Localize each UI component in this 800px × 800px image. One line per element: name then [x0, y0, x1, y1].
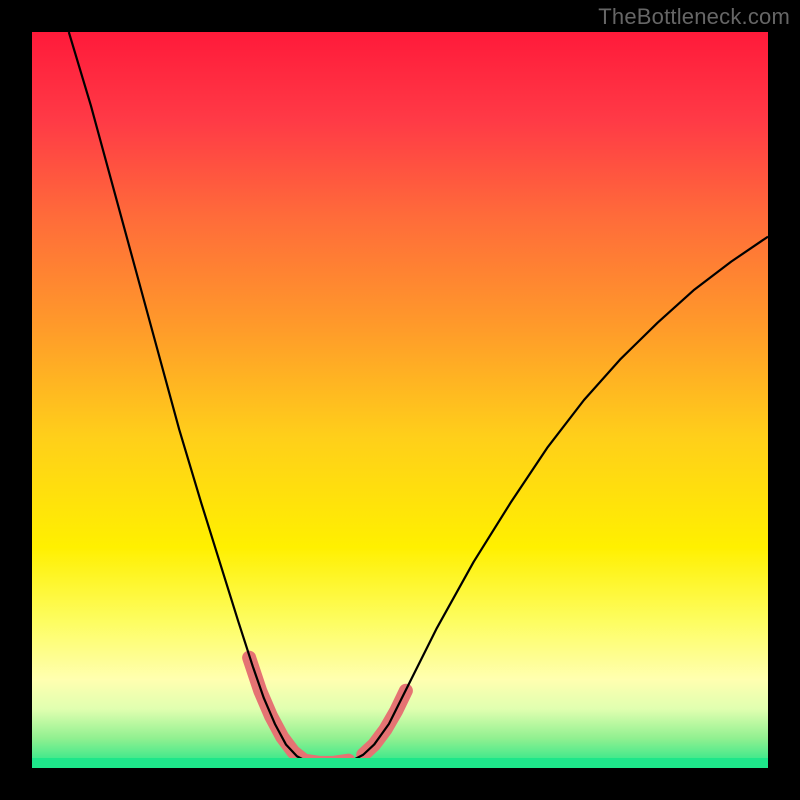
bottleneck-curve	[69, 32, 768, 764]
watermark-text: TheBottleneck.com	[598, 4, 790, 30]
chart-frame: TheBottleneck.com	[0, 0, 800, 800]
highlight-band	[249, 658, 406, 763]
curve-overlay	[32, 32, 768, 768]
plot-area	[32, 32, 768, 768]
baseline-bar	[32, 758, 768, 768]
